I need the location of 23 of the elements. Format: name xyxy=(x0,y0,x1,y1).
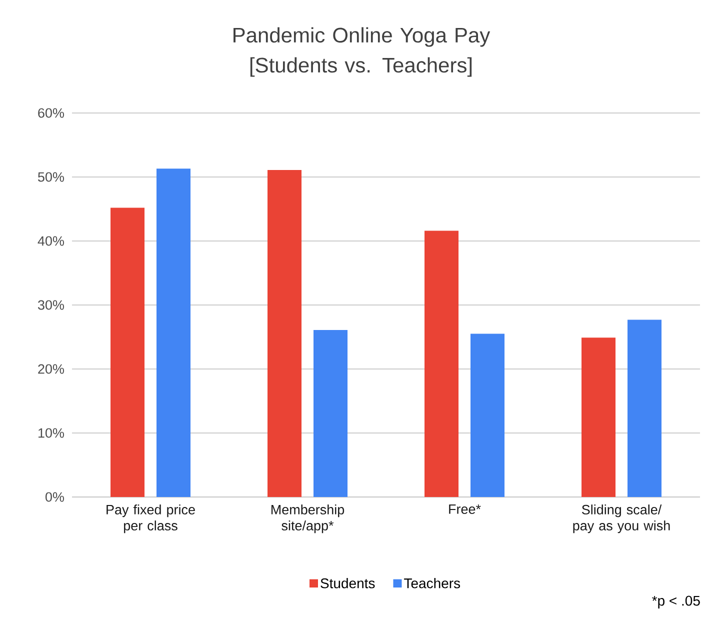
x-tick-label: Sliding scale/ pay as you wish xyxy=(573,504,670,534)
legend-label: Teachers xyxy=(404,578,460,588)
bar xyxy=(470,334,505,497)
legend-label: Students xyxy=(320,578,375,588)
bar xyxy=(110,208,145,497)
bar xyxy=(268,170,302,497)
y-tick-label: 60% xyxy=(38,108,64,118)
bar xyxy=(156,168,191,497)
x-tick-label: Pay fixed price per class xyxy=(106,504,195,534)
y-tick-label: 10% xyxy=(38,428,64,438)
y-tick-label: 30% xyxy=(38,300,64,310)
chart-title: Pandemic Online Yoga Pay [Students vs. Teachers] xyxy=(234,27,490,77)
bar xyxy=(582,338,616,497)
y-tick-label: 40% xyxy=(38,236,64,246)
x-tick-label: Free* xyxy=(449,504,481,514)
y-tick-label: 0% xyxy=(46,492,64,502)
bar xyxy=(628,320,662,497)
text: *p < .05 xyxy=(652,596,700,608)
y-tick-label: 20% xyxy=(38,364,64,374)
y-tick-label: 50% xyxy=(38,172,64,182)
bar xyxy=(424,230,459,497)
bar xyxy=(314,330,348,497)
x-tick-label: Membership site/app* xyxy=(271,504,344,534)
